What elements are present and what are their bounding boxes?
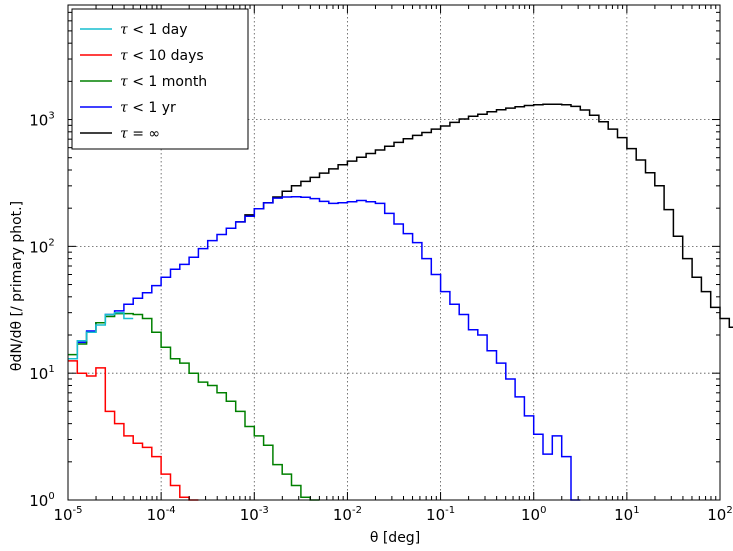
x-axis-label: θ [deg]: [370, 530, 420, 546]
legend-label: τ = ∞: [120, 126, 160, 142]
legend-label: τ < 1 day: [120, 22, 188, 38]
x-tick-label: 101: [614, 505, 639, 524]
y-tick-label: 101: [29, 364, 54, 383]
series-line: [68, 196, 581, 501]
y-tick-label: 103: [29, 111, 54, 130]
series-line: [235, 103, 733, 329]
x-tick-label: 100: [521, 505, 546, 524]
series-line: [68, 311, 134, 360]
x-tick-label: 10-2: [333, 505, 362, 524]
x-tick-label: 10-5: [53, 505, 82, 524]
x-tick-label: 102: [707, 505, 732, 524]
y-tick-label: 102: [29, 237, 54, 256]
legend-label: τ < 10 days: [120, 48, 204, 64]
x-tick-label: 10-3: [240, 505, 269, 524]
legend-label: τ < 1 yr: [120, 100, 176, 116]
series-group: [68, 103, 733, 501]
series-line: [68, 312, 320, 501]
legend: τ < 1 day τ < 10 days τ < 1 month τ < 1 yr τ…: [71, 8, 249, 150]
y-tick-label: 100: [29, 491, 54, 510]
y-axis-label: θdN/dθ [/ primary phot.]: [9, 201, 25, 371]
series-line: [68, 360, 199, 501]
x-tick-label: 10-4: [147, 505, 176, 524]
axis-ticks: 10-5 10-4 10-3 10-2 10-1 100 101 102 100 101 102 10…: [29, 4, 733, 524]
legend-box: [71, 8, 249, 150]
legend-label: τ < 1 month: [120, 74, 207, 90]
x-tick-label: 10-1: [426, 505, 455, 524]
